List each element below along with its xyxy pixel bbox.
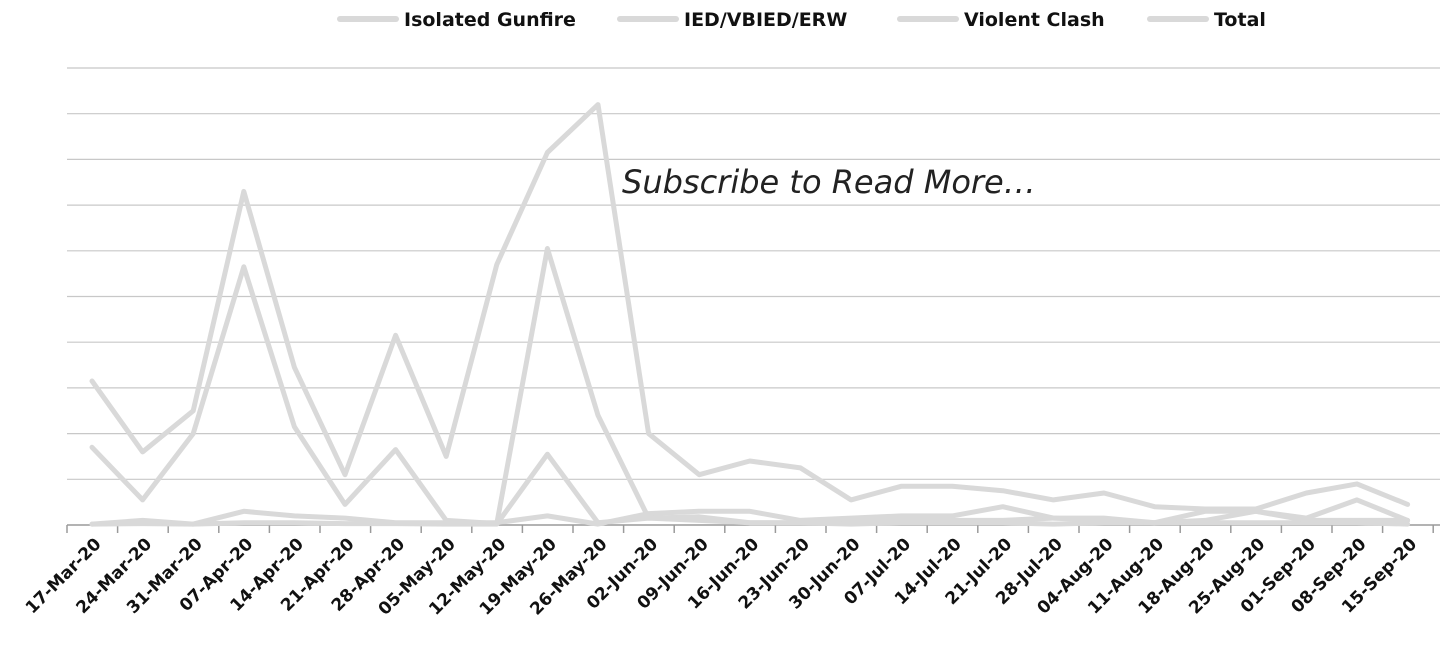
series-line-ied-vbied-erw bbox=[89, 451, 1411, 527]
series-line-violent-clash bbox=[89, 504, 1411, 527]
x-axis-labels: 17-Mar-2024-Mar-2031-Mar-2007-Apr-2014-A… bbox=[22, 534, 1421, 619]
x-axis-ticks bbox=[66, 525, 1434, 533]
legend: Isolated Gunfire IED/VBIED/ERW Violent Cla… bbox=[337, 9, 1266, 31]
legend-label[interactable]: Isolated Gunfire bbox=[404, 9, 576, 31]
subscribe-overlay-text[interactable]: Subscribe to Read More… bbox=[622, 163, 1036, 201]
series-lines bbox=[89, 102, 1411, 527]
series-line-total bbox=[89, 102, 1411, 512]
legend-label[interactable]: Total bbox=[1214, 9, 1266, 31]
legend-label[interactable]: IED/VBIED/ERW bbox=[684, 9, 847, 31]
legend-label[interactable]: Violent Clash bbox=[964, 9, 1105, 31]
gridlines bbox=[67, 67, 1440, 480]
series-line-isolated-gunfire bbox=[89, 246, 1411, 527]
